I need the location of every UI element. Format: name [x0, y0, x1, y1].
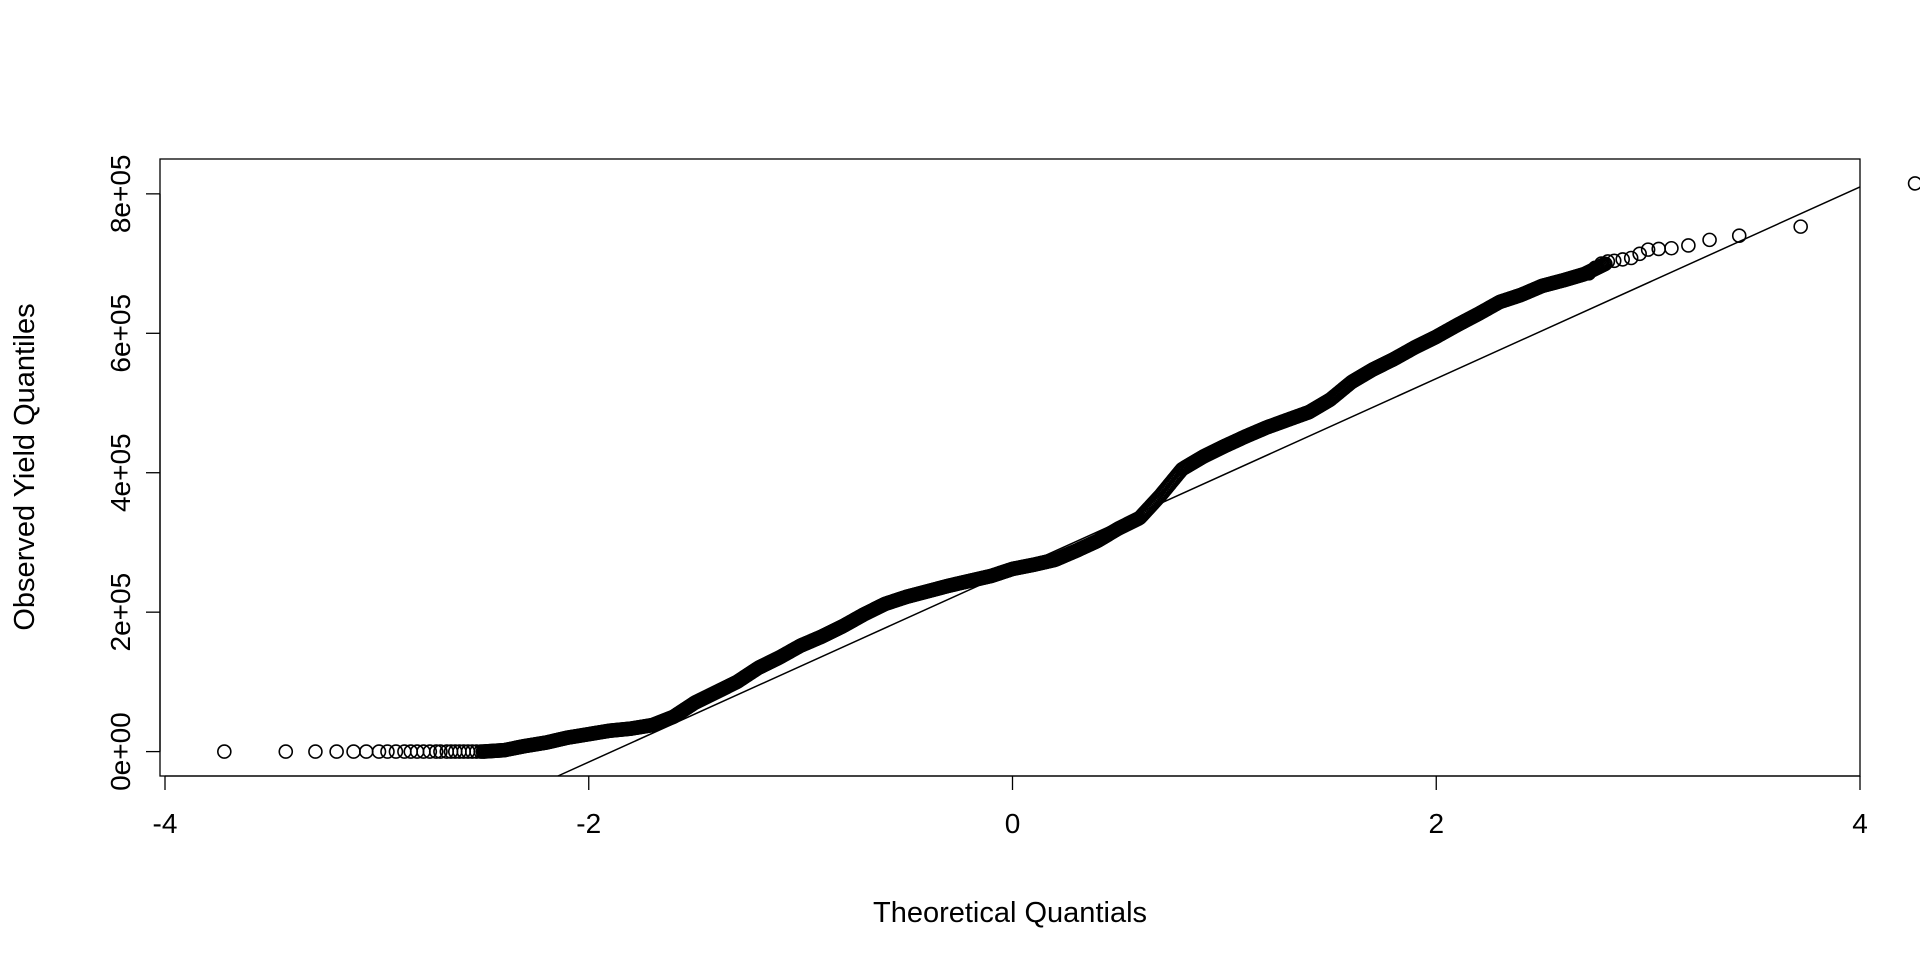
y-tick-label: 0e+00	[105, 712, 136, 791]
y-tick-label: 2e+05	[105, 573, 136, 652]
data-point	[1664, 240, 1679, 256]
data-points	[217, 176, 1920, 759]
x-tick-label: -4	[153, 808, 178, 839]
data-point	[1600, 254, 1616, 269]
data-point	[428, 744, 444, 759]
y-tick-label: 6e+05	[105, 294, 136, 373]
data-point	[371, 744, 387, 759]
y-tick-label: 4e+05	[105, 433, 136, 512]
x-axis: -4 -2 0 2 4	[153, 775, 1868, 839]
x-tick-label: 2	[1428, 808, 1444, 839]
data-point	[1731, 228, 1747, 243]
data-point	[1615, 252, 1630, 267]
data-point	[1606, 253, 1622, 269]
plot-frame	[159, 158, 1861, 777]
data-point	[1702, 232, 1717, 248]
data-point	[1793, 219, 1808, 234]
reference-line	[557, 186, 1861, 777]
y-axis: 0e+00 2e+05 4e+05 6e+05 8e+05	[105, 155, 161, 791]
data-point	[358, 744, 374, 759]
x-tick-label: 4	[1852, 808, 1868, 839]
data-point	[346, 744, 361, 759]
data-point	[380, 744, 395, 759]
data-point	[329, 744, 344, 759]
data-point	[422, 744, 438, 759]
y-tick-label: 8e+05	[105, 155, 136, 234]
x-tick-label: 0	[1005, 808, 1021, 839]
x-tick-label: -2	[576, 808, 601, 839]
data-point	[1623, 250, 1639, 266]
data-point	[217, 744, 232, 759]
data-point	[1598, 256, 1613, 272]
data-point	[1907, 176, 1920, 191]
data-point	[308, 744, 323, 759]
x-axis-title: Theoretical Quantials	[873, 897, 1147, 929]
data-point	[433, 744, 448, 759]
data-point	[278, 744, 294, 759]
data-point	[388, 744, 404, 759]
y-axis-title: Observed Yield Quantiles	[9, 303, 41, 630]
data-point	[1640, 242, 1656, 257]
data-point	[1632, 246, 1647, 262]
data-point	[1681, 238, 1696, 253]
